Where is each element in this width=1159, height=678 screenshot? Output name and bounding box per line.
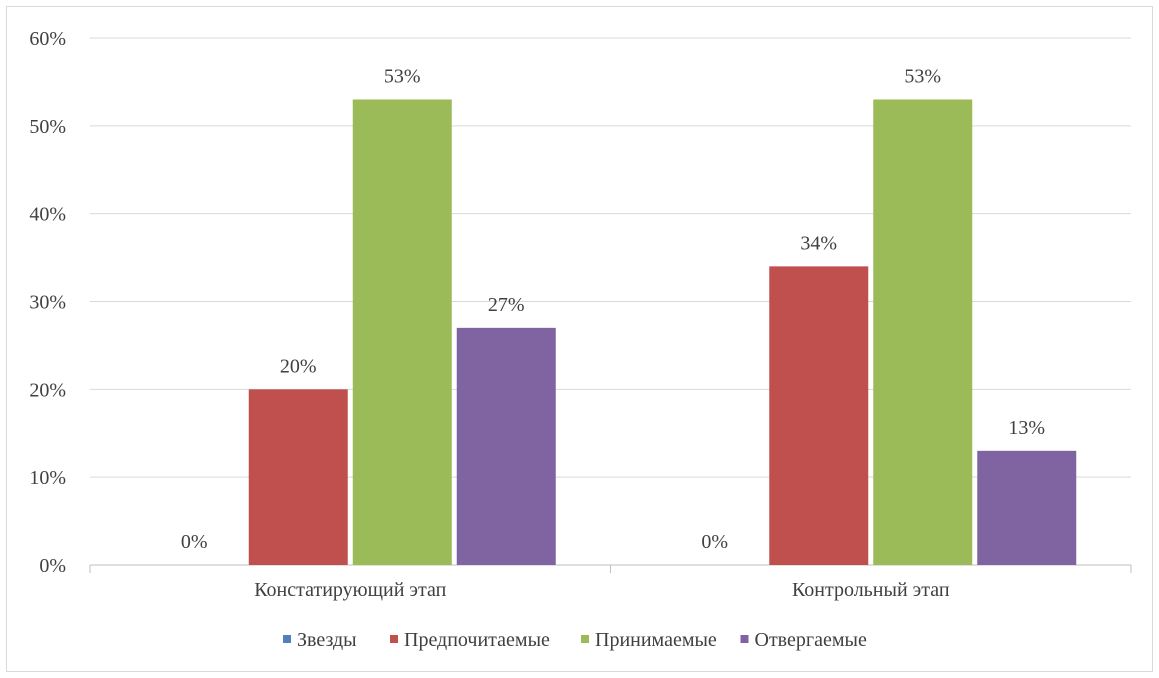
y-tick-label: 40% — [29, 204, 66, 226]
legend-swatch — [390, 635, 398, 643]
legend-label: Предпочитаемые — [404, 629, 550, 651]
y-tick-label: 0% — [39, 555, 66, 577]
y-tick-label: 30% — [29, 292, 66, 314]
bar — [769, 266, 869, 565]
data-label: 20% — [280, 355, 317, 377]
data-label: 0% — [181, 531, 208, 553]
x-category-label: Контрольный этап — [792, 579, 950, 601]
data-label: 13% — [1008, 417, 1045, 439]
data-label: 0% — [701, 531, 728, 553]
data-label: 27% — [488, 294, 525, 316]
data-label: 53% — [904, 65, 941, 87]
bar — [352, 99, 452, 565]
legend-label: Принимаемые — [595, 629, 717, 651]
legend-label: Звезды — [297, 629, 357, 651]
legend-swatch — [283, 635, 291, 643]
y-tick-label: 60% — [29, 28, 66, 50]
legend-label: Отвергаемые — [755, 629, 867, 651]
x-category-label: Констатирующий этап — [254, 579, 446, 601]
y-tick-label: 50% — [29, 116, 66, 138]
data-label: 34% — [800, 232, 837, 254]
legend: Звезды Предпочитаемые Принимаемые Отвергаем… — [283, 629, 867, 651]
y-tick-label: 20% — [29, 379, 66, 401]
bar — [456, 327, 556, 565]
y-tick-label: 10% — [29, 467, 66, 489]
bar — [873, 99, 973, 565]
bar — [248, 389, 348, 565]
legend-swatch — [740, 635, 749, 643]
bar — [977, 450, 1077, 565]
chart-frame — [6, 6, 1153, 672]
data-label: 53% — [384, 65, 421, 87]
legend-swatch — [581, 635, 589, 643]
